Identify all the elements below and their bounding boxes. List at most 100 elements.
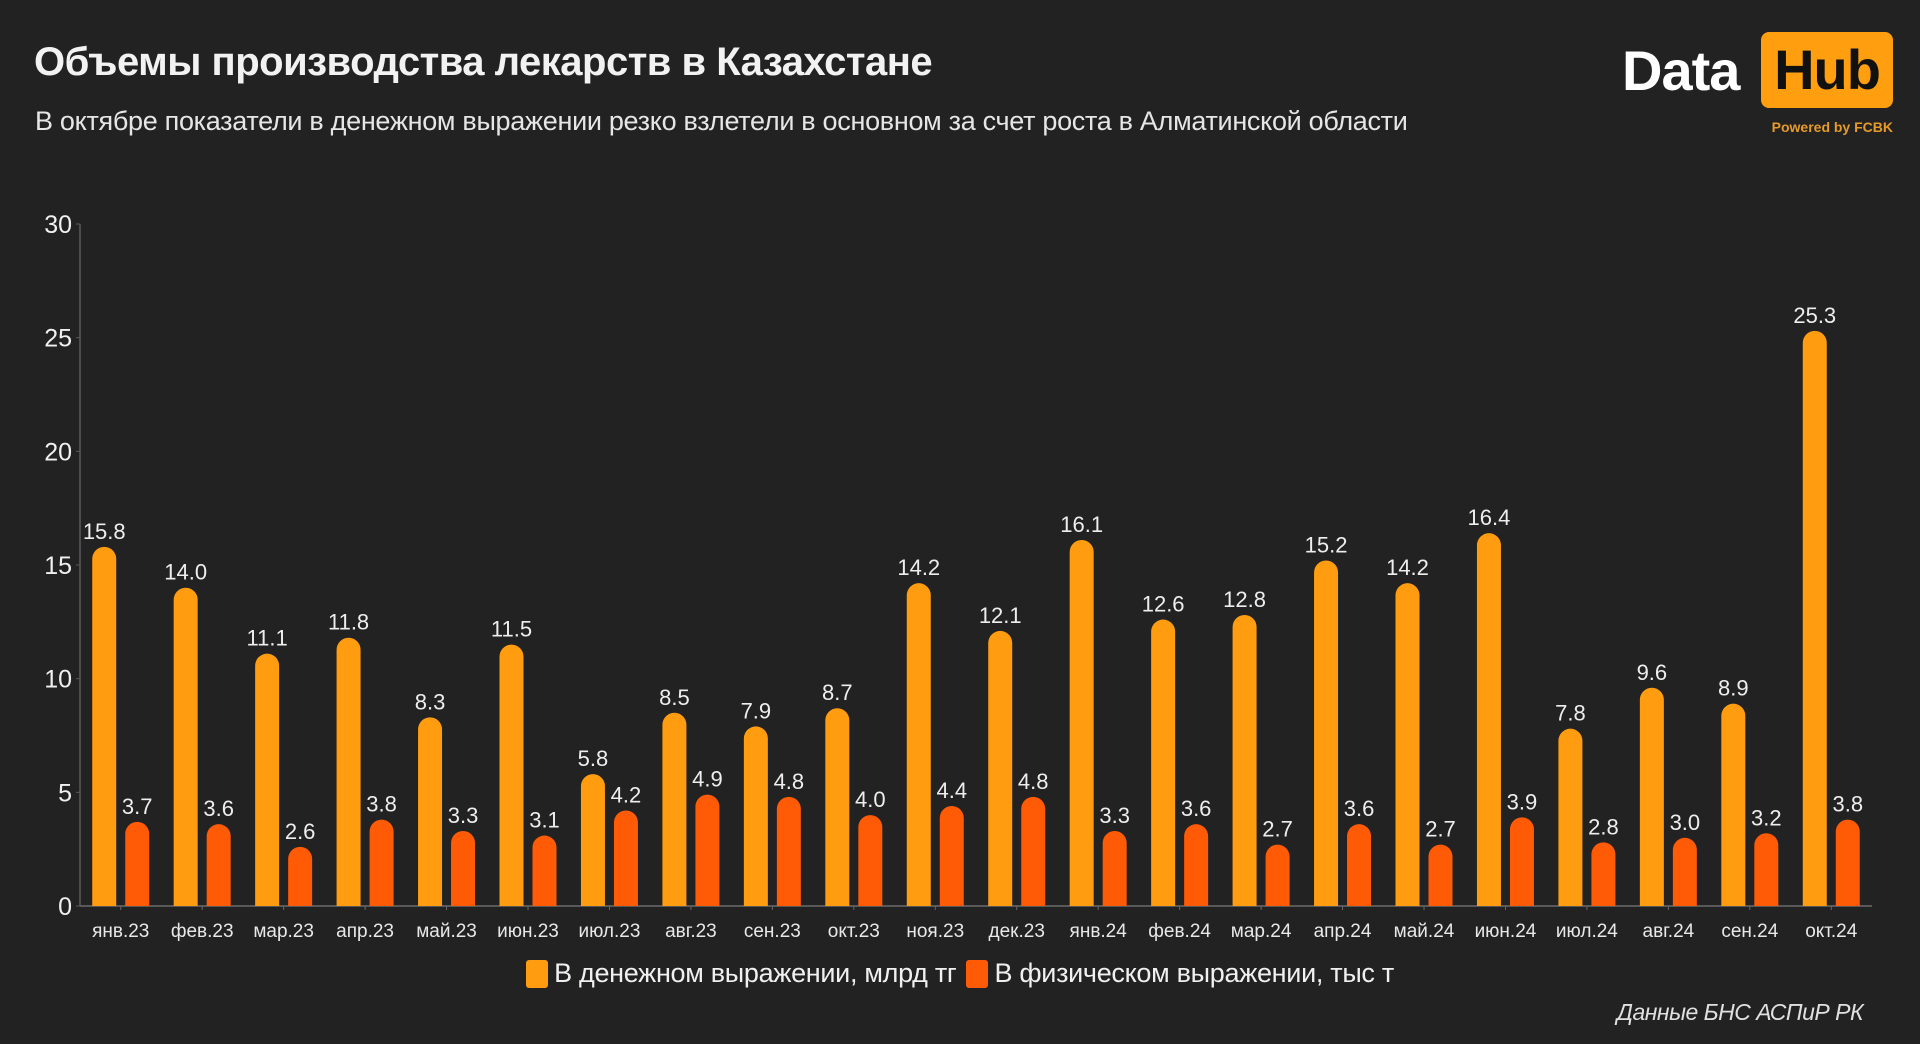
data-label-money: 11.1 <box>247 626 288 651</box>
bar-money <box>418 717 443 906</box>
logo-word-hub: Hub <box>1761 32 1893 108</box>
source-note: Данные БНС АСПиР РК <box>1616 999 1864 1025</box>
bar-money <box>499 644 524 906</box>
bar-physical <box>1265 844 1290 906</box>
bar-money <box>662 712 687 906</box>
x-tick-label: июл.23 <box>578 921 640 942</box>
data-label-money: 7.8 <box>1555 701 1586 726</box>
data-label-physical: 4.9 <box>692 767 723 792</box>
chart-title: Объемы производства лекарств в Казахстан… <box>34 40 933 84</box>
x-tick-label: дек.23 <box>989 921 1045 942</box>
x-tick-label: авг.23 <box>665 921 717 942</box>
legend-label-physical: В физическом выражении, тыс т <box>994 958 1394 988</box>
data-label-physical: 4.4 <box>936 778 967 803</box>
data-label-physical: 3.3 <box>1099 803 1130 828</box>
y-tick-label: 0 <box>58 893 72 921</box>
bar-money <box>988 630 1013 906</box>
bar-physical <box>858 815 883 906</box>
data-label-physical: 3.6 <box>203 796 234 821</box>
data-label-money: 8.5 <box>659 685 690 710</box>
x-tick-label: фев.24 <box>1148 921 1211 942</box>
bar-physical <box>1509 817 1534 906</box>
data-label-physical: 3.8 <box>1832 792 1863 817</box>
bar-money <box>1395 583 1420 906</box>
bar-money <box>1151 619 1176 906</box>
bar-money <box>743 726 768 906</box>
data-label-physical: 4.8 <box>774 769 805 794</box>
y-axis: 0 5 10 15 20 25 30 <box>44 211 81 921</box>
bar-money <box>906 583 931 906</box>
data-label-money: 14.2 <box>1386 555 1429 580</box>
bar-physical <box>1428 844 1453 906</box>
bar-money <box>1069 539 1094 906</box>
x-tick-label: июн.24 <box>1475 921 1537 942</box>
data-label-money: 16.4 <box>1468 505 1511 530</box>
bar-physical <box>776 796 801 906</box>
bar-money <box>1476 533 1501 906</box>
bar-money <box>1314 560 1339 906</box>
bar-physical <box>1184 824 1209 906</box>
bar-money <box>1802 330 1827 906</box>
data-label-money: 8.7 <box>822 680 853 705</box>
data-label-physical: 3.1 <box>529 808 560 833</box>
bar-physical <box>125 821 150 906</box>
logo-tagline: Powered by FCBK <box>1771 119 1893 135</box>
data-labels: 15.8 3.7 14.0 3.6 11.1 2.6 11.8 3.8 8.3 3.3 11.5 3.… <box>83 303 1863 844</box>
bar-physical <box>695 794 720 906</box>
data-label-physical: 2.8 <box>1588 814 1619 839</box>
data-label-physical: 2.7 <box>1425 817 1456 842</box>
data-label-money: 15.2 <box>1305 532 1348 557</box>
data-label-money: 5.8 <box>578 746 609 771</box>
data-label-physical: 3.8 <box>366 792 397 817</box>
data-label-money: 15.8 <box>83 519 126 544</box>
data-label-money: 16.1 <box>1060 512 1103 537</box>
bar-money <box>255 653 280 906</box>
x-tick-label: июл.24 <box>1556 921 1618 942</box>
bar-physical <box>1021 796 1046 906</box>
data-label-money: 8.9 <box>1718 676 1749 701</box>
y-tick-label: 15 <box>44 552 72 580</box>
bar-money <box>825 708 850 906</box>
legend-label-money: В денежном выражении, млрд тг <box>554 958 957 988</box>
bar-physical <box>288 846 313 906</box>
data-label-money: 9.6 <box>1637 660 1668 685</box>
bar-physical <box>1591 842 1616 906</box>
y-tick-label: 10 <box>44 666 72 694</box>
data-label-physical: 2.6 <box>285 819 316 844</box>
data-label-physical: 3.2 <box>1751 805 1782 830</box>
bar-money <box>1721 703 1746 906</box>
legend-item-physical[interactable]: В физическом выражении, тыс т <box>966 958 1394 989</box>
data-label-money: 7.9 <box>741 698 772 723</box>
bar-physical <box>1754 833 1779 906</box>
x-tick-label: май.24 <box>1394 921 1455 942</box>
bar-money <box>1232 615 1257 906</box>
legend-swatch-money <box>526 959 549 988</box>
x-tick-label: мар.24 <box>1231 921 1292 942</box>
bar-physical <box>1347 824 1372 906</box>
x-tick-label: окт.24 <box>1805 921 1858 942</box>
data-label-money: 12.8 <box>1223 587 1266 612</box>
bars <box>92 330 1860 906</box>
x-tick-label: окт.23 <box>828 921 880 942</box>
x-tick-label: апр.24 <box>1314 921 1372 942</box>
bar-money <box>580 774 605 906</box>
data-label-physical: 3.9 <box>1507 789 1538 814</box>
legend-swatch-physical <box>966 959 989 988</box>
bar-physical <box>532 835 557 906</box>
data-label-physical: 4.0 <box>855 787 886 812</box>
x-tick-label: янв.24 <box>1070 921 1128 942</box>
data-label-physical: 4.2 <box>611 783 642 808</box>
data-label-physical: 3.0 <box>1670 810 1701 835</box>
x-axis: янв.23 фев.23 мар.23 апр.23 май.23 июн.23 июл.… <box>80 905 1872 942</box>
data-label-physical: 3.3 <box>448 803 479 828</box>
y-tick-label: 5 <box>58 779 72 807</box>
data-label-money: 11.5 <box>491 617 532 642</box>
bar-physical <box>1672 837 1697 906</box>
bar-money <box>173 587 198 906</box>
bar-money <box>92 546 117 906</box>
x-tick-label: янв.23 <box>92 921 149 942</box>
legend-item-money[interactable]: В денежном выражении, млрд тг <box>526 958 957 989</box>
bar-physical <box>1835 819 1860 906</box>
data-label-physical: 4.8 <box>1018 769 1049 794</box>
